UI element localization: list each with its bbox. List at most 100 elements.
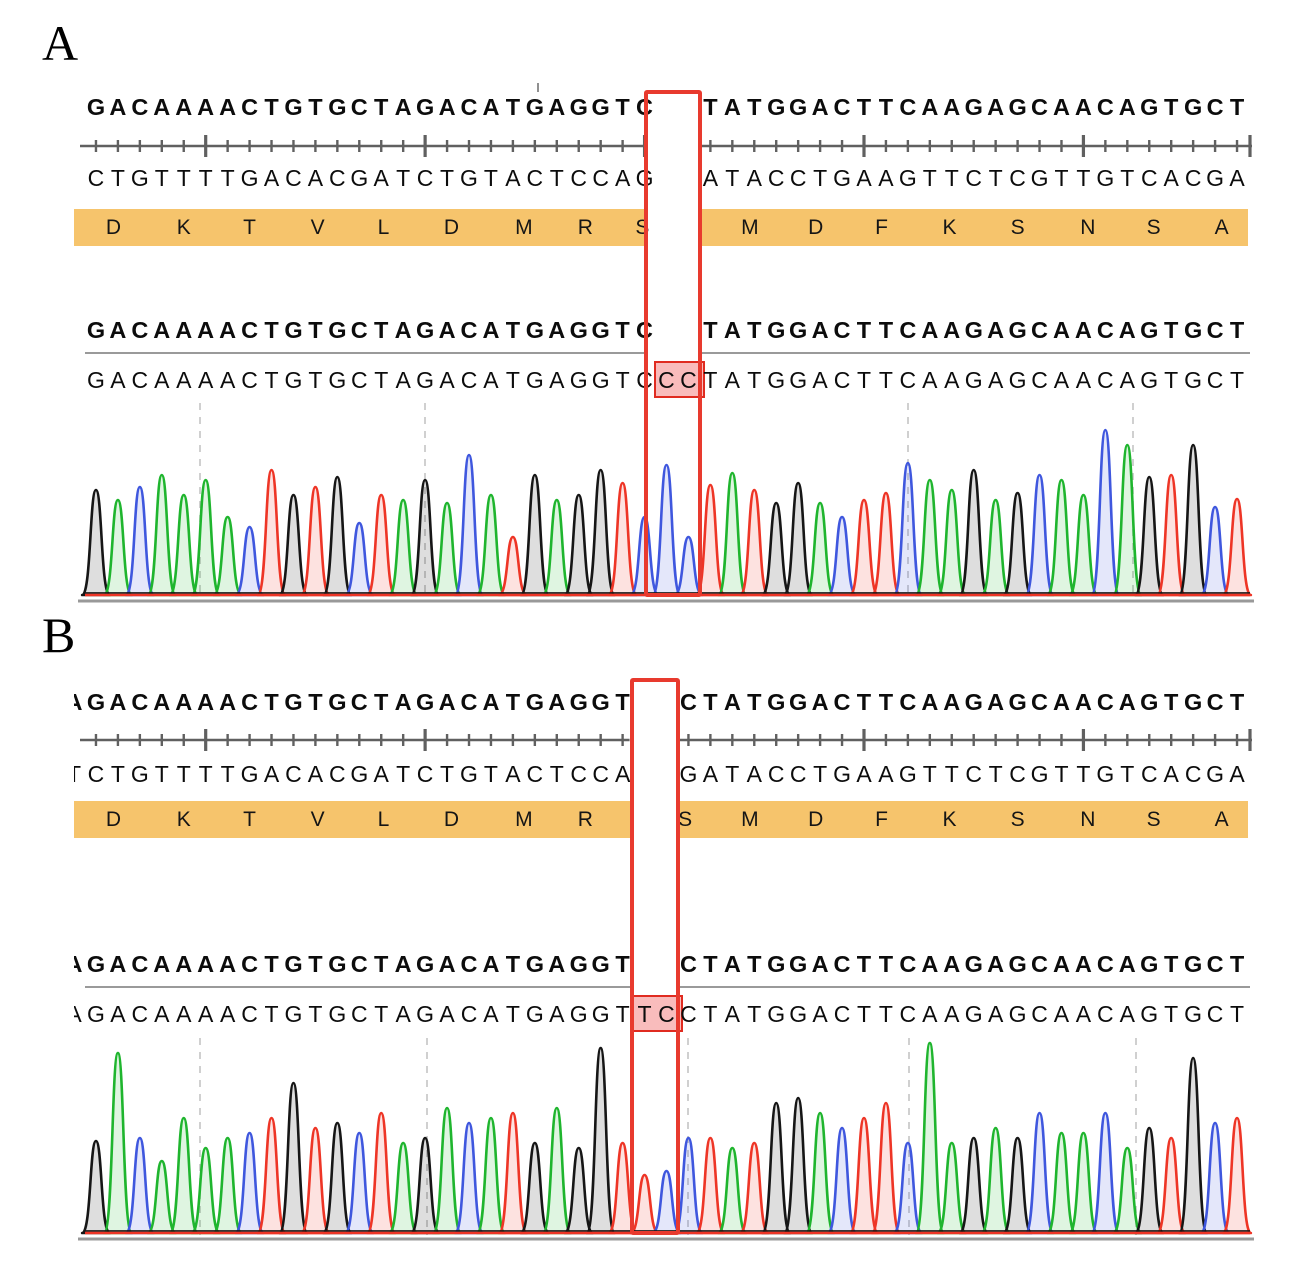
base-letter: C [679, 951, 697, 977]
base-letter: C [1184, 761, 1202, 787]
trace-peak [1178, 443, 1209, 597]
base-letter: T [264, 94, 279, 120]
base-letter: G [1206, 165, 1225, 191]
base-letter: G [591, 951, 610, 977]
base-letter: C [1206, 367, 1224, 393]
base-letter: A [944, 1001, 960, 1027]
trace-peak [673, 1136, 704, 1235]
base-letter: G [1184, 367, 1203, 393]
base-letter: C [767, 165, 785, 191]
base-letter: A [198, 1001, 214, 1027]
base-letter: C [241, 317, 259, 343]
base-letter: G [789, 367, 808, 393]
base-letter: T [725, 165, 740, 191]
base-letter: G [525, 689, 544, 715]
base-letter: A [987, 951, 1005, 977]
base-letter: A [1119, 1001, 1135, 1027]
base-letter: A [1052, 951, 1070, 977]
base-letter: G [767, 689, 786, 715]
base-letter: T [856, 94, 872, 120]
aa-letter: K [942, 808, 957, 831]
base-letter: G [525, 94, 544, 120]
base-letter: C [131, 951, 149, 977]
base-letter: C [1031, 367, 1048, 393]
base-letter: A [943, 951, 961, 977]
base-letter: G [86, 951, 106, 977]
variant-highlight-box [643, 90, 702, 597]
base-letter: C [460, 689, 478, 715]
base-letter: C [460, 367, 478, 393]
trace-peak [1024, 1111, 1055, 1235]
base-letter: C [460, 94, 478, 120]
base-letter: G [1008, 367, 1027, 393]
base-letter: G [569, 1001, 588, 1027]
trace-peak [1024, 473, 1055, 597]
base-letter: G [964, 367, 983, 393]
base-letter: T [110, 761, 125, 787]
base-letter: A [1163, 165, 1179, 191]
base-letter: T [1229, 689, 1245, 715]
base-letter: A [1118, 951, 1136, 977]
aa-letter: K [942, 216, 957, 239]
base-letter: A [197, 951, 215, 977]
base-letter: A [153, 689, 171, 715]
base-letter: A [197, 94, 215, 120]
base-letter: A [549, 367, 565, 393]
base-letter: G [767, 367, 786, 393]
base-letter: A [878, 165, 894, 191]
base-letter: C [526, 165, 544, 191]
base-letter: T [1076, 761, 1091, 787]
base-letter: G [1096, 165, 1115, 191]
base-letter: A [548, 94, 566, 120]
trace-peak [102, 498, 134, 597]
base-letter: G [1008, 1001, 1027, 1027]
base-letter: A [921, 317, 939, 343]
base-letter: G [964, 689, 983, 715]
aa-letter: S [1010, 216, 1025, 239]
base-letter: G [87, 1001, 105, 1027]
base-letter: G [1140, 317, 1159, 343]
trace-peak [366, 1111, 397, 1235]
base-letter: G [415, 951, 435, 977]
base-letter: T [483, 761, 498, 787]
aa-band-right [701, 209, 1248, 246]
base-letter: A [109, 951, 127, 977]
base-letter: A [1053, 1001, 1070, 1027]
base-letter: T [856, 317, 872, 343]
base-letter: C [833, 367, 851, 393]
base-letter: A [943, 317, 961, 343]
base-letter: G [1183, 317, 1203, 343]
base-letter: C [241, 367, 258, 393]
base-letter: A [812, 367, 828, 393]
base-letter: C [131, 317, 149, 343]
base-letter: C [1031, 94, 1049, 120]
trace-peak [300, 1126, 331, 1235]
base-letter: T [856, 951, 872, 977]
base-letter: G [328, 317, 347, 343]
base-letter: C [350, 689, 368, 715]
base-letter: T [505, 317, 521, 343]
base-letter: T [505, 951, 521, 977]
base-letter: A [394, 951, 412, 977]
base-letter: A [724, 1001, 740, 1027]
base-letter: A [438, 689, 456, 715]
aa-letter: M [741, 216, 759, 239]
base-letter: C [965, 165, 983, 191]
base-letter: T [922, 761, 937, 787]
trace-peak [453, 1121, 485, 1235]
base-letter: T [1164, 94, 1179, 120]
trace-peak [563, 493, 594, 597]
base-letter: A [723, 317, 741, 343]
base-letter: A [723, 689, 741, 715]
base-letter: A [921, 951, 939, 977]
base-letter: T [878, 1001, 893, 1027]
base-letter: A [922, 367, 938, 393]
base-letter: G [87, 367, 105, 393]
trace-peak [870, 491, 902, 597]
trace-peak [1112, 1146, 1143, 1235]
base-letter: G [591, 1001, 610, 1027]
